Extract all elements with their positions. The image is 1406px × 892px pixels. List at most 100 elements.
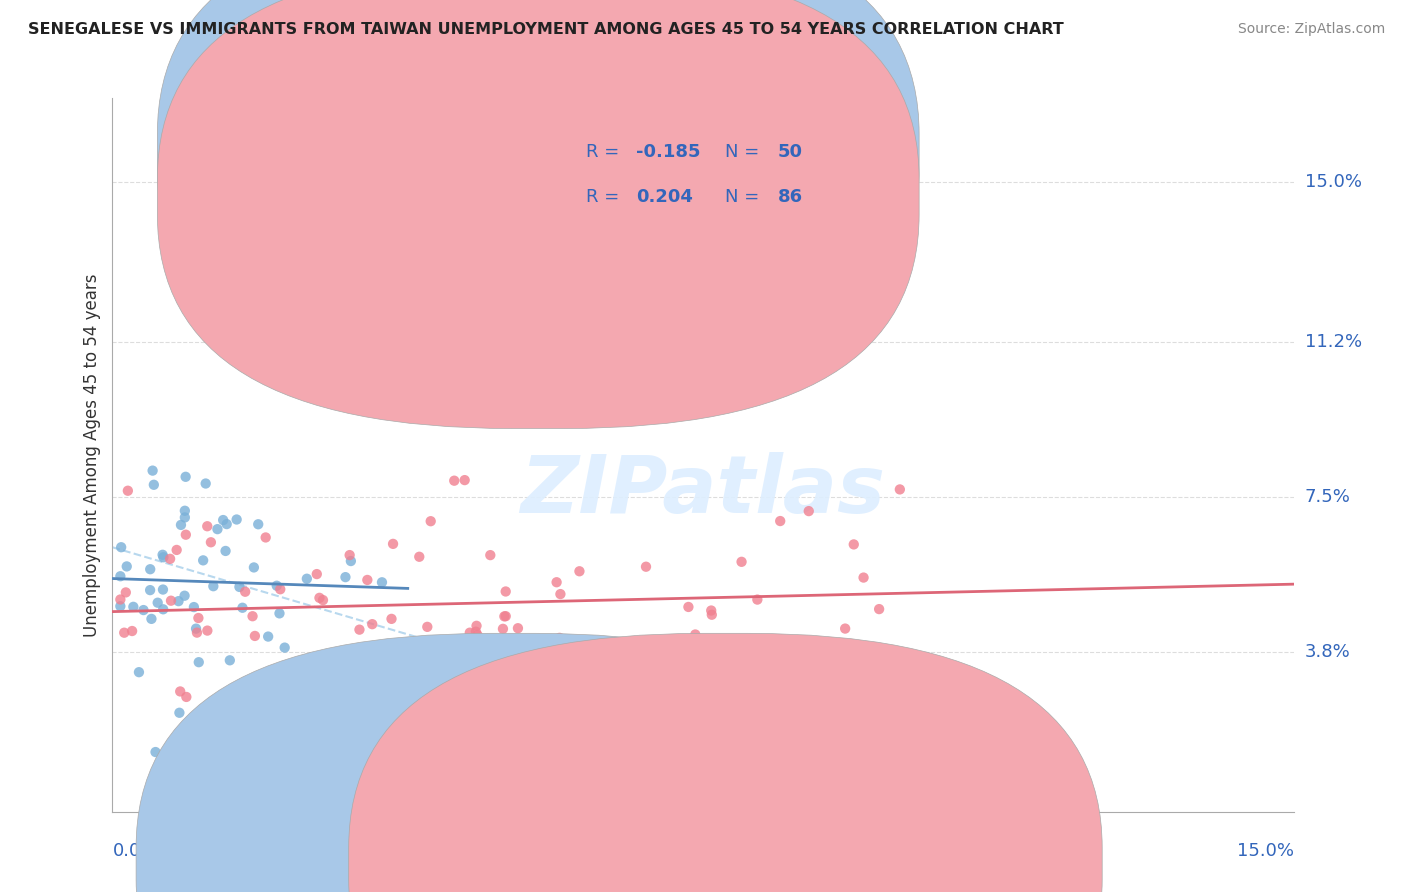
Point: [335, 570, 357, 584]
Point: [374, 699, 396, 714]
Point: [173, 589, 195, 603]
Point: [110, 599, 132, 614]
Point: [330, 658, 353, 673]
Point: [114, 585, 136, 599]
Point: [567, 663, 589, 677]
Point: [464, 624, 486, 639]
Point: [141, 612, 163, 626]
Point: [373, 667, 395, 681]
Point: [152, 550, 174, 565]
Point: [308, 652, 330, 666]
Point: [295, 572, 318, 586]
Point: [173, 504, 195, 518]
Point: [685, 627, 707, 641]
Point: [568, 564, 591, 578]
Point: [707, 368, 730, 383]
Point: [361, 617, 384, 632]
Point: [187, 611, 209, 625]
Point: [380, 612, 402, 626]
Text: R =: R =: [586, 143, 626, 161]
FancyBboxPatch shape: [157, 0, 920, 384]
Point: [225, 512, 247, 526]
Point: [852, 571, 875, 585]
Text: Senegalese: Senegalese: [547, 853, 643, 871]
FancyBboxPatch shape: [491, 116, 869, 227]
Point: [291, 687, 314, 701]
Point: [471, 668, 494, 682]
Point: [443, 474, 465, 488]
Point: [396, 656, 419, 670]
Point: [371, 575, 394, 590]
Point: [195, 624, 218, 638]
Point: [231, 600, 253, 615]
Point: [312, 593, 335, 607]
Point: [747, 592, 769, 607]
Text: -0.185: -0.185: [636, 143, 700, 161]
Text: 15.0%: 15.0%: [1236, 842, 1294, 860]
Point: [868, 602, 890, 616]
Point: [184, 622, 207, 636]
Point: [160, 593, 183, 607]
Point: [257, 630, 280, 644]
Point: [384, 659, 406, 673]
Point: [128, 665, 150, 680]
Point: [495, 609, 517, 624]
Point: [305, 567, 328, 582]
Point: [467, 628, 489, 642]
Point: [152, 548, 174, 562]
Point: [132, 603, 155, 617]
Text: 3.8%: 3.8%: [1305, 643, 1350, 661]
Point: [479, 548, 502, 562]
Point: [122, 599, 145, 614]
Point: [678, 599, 700, 614]
Point: [152, 602, 174, 616]
Point: [494, 609, 516, 624]
Y-axis label: Unemployment Among Ages 45 to 54 years: Unemployment Among Ages 45 to 54 years: [83, 273, 101, 637]
Point: [550, 587, 572, 601]
Point: [195, 519, 218, 533]
Point: [170, 517, 193, 532]
Point: [187, 655, 209, 669]
Point: [339, 548, 361, 562]
Point: [269, 582, 291, 597]
Point: [567, 655, 589, 669]
Point: [834, 622, 856, 636]
Point: [194, 476, 217, 491]
Text: 11.2%: 11.2%: [1305, 333, 1362, 351]
Point: [139, 583, 162, 598]
Point: [548, 631, 571, 645]
Point: [308, 591, 330, 605]
Point: [233, 584, 256, 599]
Point: [298, 184, 321, 198]
Point: [174, 470, 197, 484]
Point: [176, 690, 198, 704]
Text: N =: N =: [725, 143, 765, 161]
Point: [174, 527, 197, 541]
Point: [212, 513, 235, 527]
Point: [115, 559, 138, 574]
Point: [218, 653, 240, 667]
Point: [242, 609, 264, 624]
Point: [112, 625, 135, 640]
Point: [186, 625, 208, 640]
Point: [173, 510, 195, 524]
Point: [214, 544, 236, 558]
FancyBboxPatch shape: [349, 633, 1102, 892]
Point: [416, 620, 439, 634]
Point: [730, 555, 752, 569]
Point: [228, 580, 250, 594]
Point: [243, 560, 266, 574]
Point: [374, 701, 396, 715]
Point: [434, 650, 457, 665]
Point: [889, 483, 911, 497]
Point: [349, 623, 371, 637]
Point: [110, 569, 132, 583]
Point: [243, 629, 266, 643]
Point: [349, 645, 371, 659]
Point: [468, 632, 491, 647]
Point: [142, 464, 165, 478]
Point: [117, 483, 139, 498]
Text: R =: R =: [586, 187, 626, 205]
Point: [121, 624, 143, 638]
Point: [176, 718, 198, 732]
